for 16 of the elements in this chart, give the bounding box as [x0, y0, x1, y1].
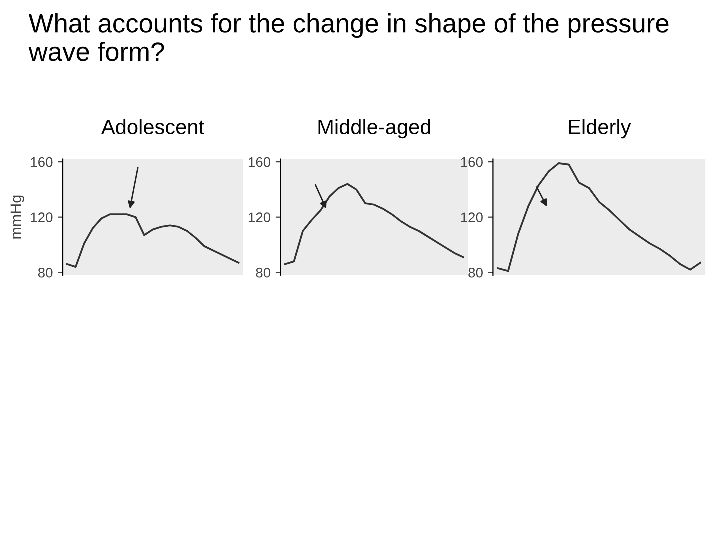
y-tick-label: 160: [31, 157, 53, 168]
line-series: [66, 214, 240, 268]
y-tick-label: 160: [248, 157, 271, 168]
y-tick-label: 120: [31, 212, 53, 223]
y-tick-label: 80: [256, 268, 271, 278]
y-tick-label: 80: [38, 268, 53, 278]
text: What accounts for the change in shape of the pressure wave form?: [28, 14, 669, 62]
y-tick-label: 80: [468, 268, 483, 278]
y-tick-label: 120: [461, 212, 483, 223]
y-tick-label: 160: [461, 157, 483, 168]
y-axis-title: mmHg: [10, 196, 25, 239]
y-tick-label: 120: [248, 212, 271, 223]
chart-title: Adolescent: [102, 119, 204, 135]
chart-title: Middle-aged: [318, 119, 430, 139]
chart-title: Elderly: [569, 119, 632, 139]
line-series: [497, 162, 702, 272]
